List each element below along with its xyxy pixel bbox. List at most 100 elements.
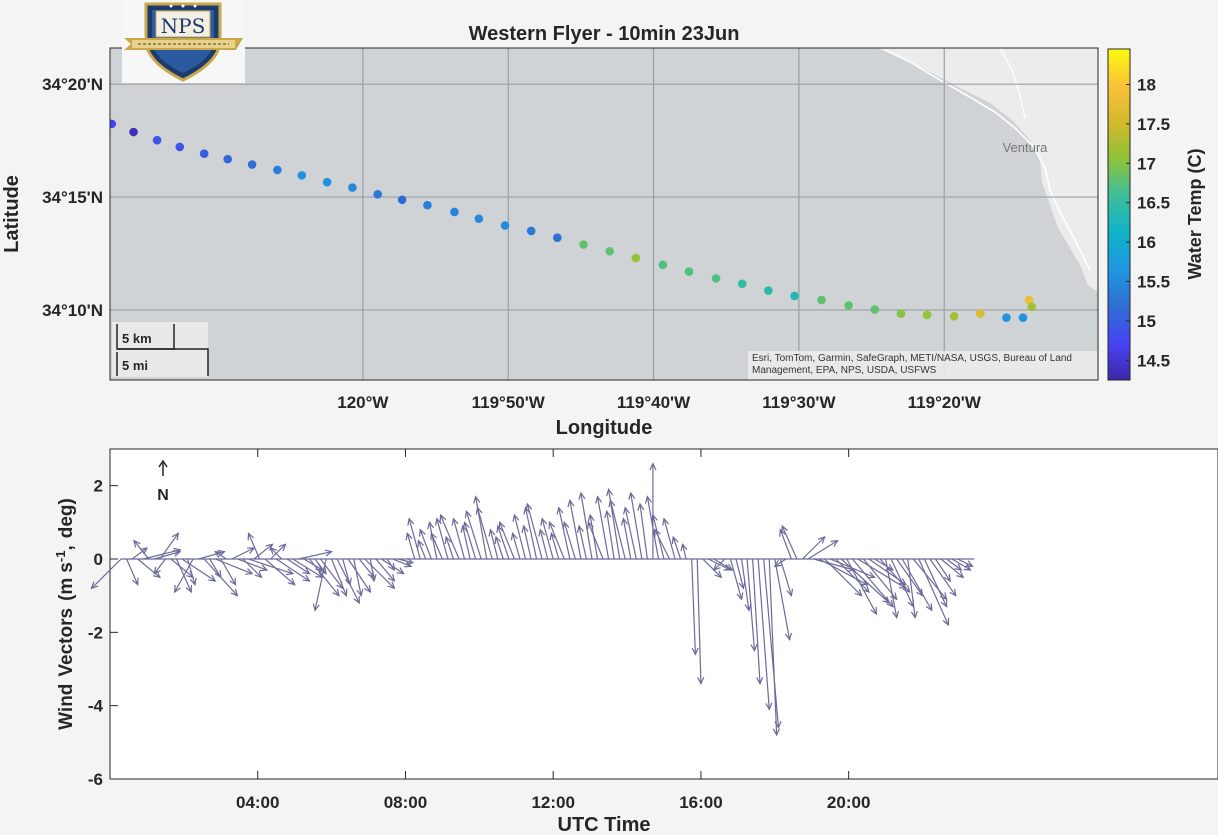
wind-x-ticks: 04:00 08:00 12:00 16:00 20:00 bbox=[236, 449, 870, 812]
wind-vector bbox=[237, 558, 269, 572]
wind-x-tick-label: 20:00 bbox=[827, 793, 870, 812]
track-point bbox=[348, 183, 357, 192]
wind-vector bbox=[270, 543, 287, 560]
wind-vector bbox=[604, 509, 615, 560]
wind-vector bbox=[475, 506, 493, 560]
colorbar-gradient bbox=[1107, 48, 1131, 381]
wind-vector bbox=[498, 521, 515, 560]
wind-vector bbox=[746, 558, 758, 653]
wind-vector bbox=[712, 558, 726, 571]
wind-vector bbox=[807, 539, 839, 560]
track-point bbox=[579, 240, 588, 249]
wind-vector bbox=[696, 558, 705, 686]
wind-vector bbox=[608, 498, 626, 560]
wind-y-tick-label: -6 bbox=[88, 770, 103, 789]
wind-vector bbox=[264, 558, 296, 586]
wind-vector bbox=[430, 532, 443, 560]
wind-vector bbox=[209, 558, 222, 579]
track-point bbox=[397, 195, 407, 205]
wind-vector bbox=[802, 536, 826, 560]
wind-vector bbox=[214, 550, 227, 560]
attribution-box bbox=[748, 351, 1098, 380]
wind-vector bbox=[427, 520, 438, 560]
map-y-tick-label: 34°15'N bbox=[42, 188, 103, 207]
colorbar-tick-label: 16.5 bbox=[1137, 194, 1170, 213]
wind-vector bbox=[269, 547, 283, 560]
wind-vector bbox=[779, 558, 794, 597]
map-x-tick-label: 119°20'W bbox=[908, 393, 982, 412]
wind-vector bbox=[649, 462, 657, 559]
nps-shield-logo: NPS bbox=[122, 0, 245, 83]
track-point bbox=[975, 309, 985, 318]
wind-vector bbox=[779, 528, 792, 560]
wind-y-tick-label: -4 bbox=[88, 697, 104, 716]
wind-vector bbox=[846, 558, 878, 616]
wind-vector bbox=[159, 532, 180, 560]
track-point bbox=[605, 246, 614, 256]
track-point bbox=[553, 233, 562, 243]
wind-vector bbox=[595, 495, 610, 560]
wind-vector bbox=[774, 558, 793, 642]
wind-vector bbox=[768, 558, 780, 737]
track-point bbox=[129, 127, 138, 137]
wind-vector bbox=[247, 532, 261, 560]
map-y-label: Latitude bbox=[1, 175, 23, 253]
wind-vector bbox=[444, 535, 455, 560]
wind-vector bbox=[680, 542, 688, 560]
wind-vector bbox=[512, 513, 527, 560]
north-label: N bbox=[157, 487, 169, 504]
wind-y-tick-label: 0 bbox=[94, 550, 103, 569]
wind-vector bbox=[153, 558, 166, 575]
wind-vector bbox=[220, 558, 237, 586]
track-point bbox=[500, 221, 510, 230]
wind-vector bbox=[622, 506, 637, 560]
map-panel: Western Flyer - 10min 23Jun Ventura 5 km… bbox=[1, 23, 1099, 439]
wind-vector bbox=[231, 547, 256, 560]
track-point bbox=[790, 291, 799, 301]
wind-vector bbox=[525, 502, 543, 560]
wind-vector bbox=[242, 558, 263, 579]
wind-vector bbox=[353, 558, 364, 598]
track-point bbox=[631, 253, 641, 263]
colorbar-tick-label: 16 bbox=[1137, 233, 1156, 252]
wind-vector bbox=[702, 558, 723, 579]
colorbar-tick-label: 18 bbox=[1137, 75, 1156, 94]
place-label-ventura: Ventura bbox=[1003, 140, 1049, 155]
wind-vector bbox=[957, 558, 974, 567]
track-point bbox=[247, 160, 257, 169]
track-point bbox=[450, 207, 459, 217]
track-point bbox=[896, 309, 906, 318]
wind-vector bbox=[628, 491, 643, 560]
wind-vector bbox=[662, 517, 676, 560]
wind-vector bbox=[215, 558, 254, 575]
wind-vector bbox=[397, 557, 415, 565]
wind-vector bbox=[181, 558, 217, 582]
track-point bbox=[711, 274, 721, 283]
wind-vector bbox=[133, 539, 150, 560]
track-point bbox=[223, 154, 233, 164]
colorbar: 14.5 15 15.5 16 16.5 17 17.5 18 Water Temp (C) bbox=[1107, 48, 1205, 381]
wind-x-tick-label: 12:00 bbox=[531, 793, 574, 812]
wind-vector bbox=[835, 558, 870, 593]
track-point bbox=[658, 260, 668, 270]
wind-vector bbox=[419, 528, 432, 560]
map-grid bbox=[110, 48, 1098, 380]
track-point bbox=[949, 312, 959, 321]
wind-vector bbox=[510, 532, 521, 560]
map-attribution: Esri, TomTom, Garmin, SafeGraph, METI/NA… bbox=[752, 353, 1072, 376]
wind-vector bbox=[286, 558, 311, 575]
wind-vector bbox=[729, 558, 744, 601]
map-x-tick-label: 119°30'W bbox=[762, 393, 836, 412]
wind-vector bbox=[312, 558, 327, 612]
track-point bbox=[764, 286, 773, 295]
svg-text:NPS: NPS bbox=[161, 14, 206, 38]
wind-vector bbox=[494, 535, 504, 560]
scale-mi-label: 5 mi bbox=[122, 358, 148, 373]
inland-road bbox=[999, 48, 1026, 119]
wind-vector bbox=[752, 558, 764, 686]
wind-vector bbox=[644, 495, 660, 560]
track-point bbox=[1027, 302, 1037, 312]
wind-vector bbox=[523, 506, 538, 560]
wind-axes-box bbox=[109, 448, 1218, 780]
wind-vector bbox=[298, 549, 333, 560]
